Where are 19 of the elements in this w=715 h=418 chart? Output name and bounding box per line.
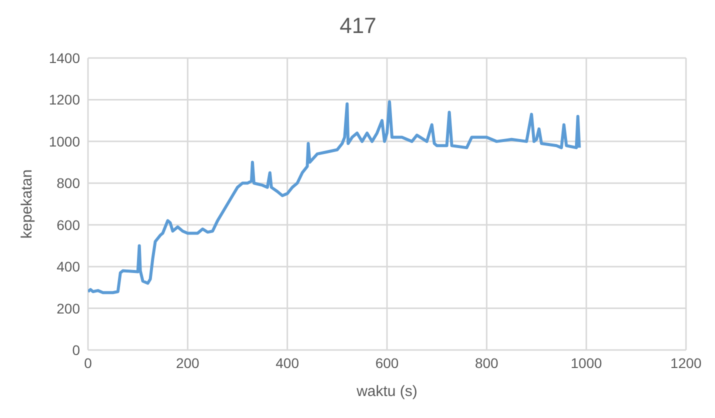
- y-tick-label: 0: [72, 342, 80, 358]
- x-tick-label: 0: [84, 354, 92, 371]
- y-axis-title: kepekatan: [18, 169, 36, 239]
- x-tick-label: 400: [276, 354, 300, 371]
- x-tick-label: 1200: [670, 354, 702, 371]
- y-tick-label: 1400: [48, 50, 80, 66]
- x-tick-label: 200: [176, 354, 200, 371]
- x-tick-label: 600: [375, 354, 399, 371]
- y-tick-label: 1000: [48, 133, 80, 150]
- x-tick-label: 1000: [570, 354, 602, 371]
- line-series: [88, 100, 581, 294]
- chart-title: 417: [338, 12, 378, 40]
- y-tick-label: 600: [56, 216, 80, 233]
- x-axis-title: waktu (s): [356, 383, 418, 400]
- y-tick-label: 400: [56, 258, 80, 275]
- x-tick-label: 800: [474, 354, 499, 371]
- y-tick-label: 1200: [48, 92, 80, 108]
- y-tick-label: 200: [56, 300, 80, 316]
- y-tick-label: 800: [56, 175, 80, 192]
